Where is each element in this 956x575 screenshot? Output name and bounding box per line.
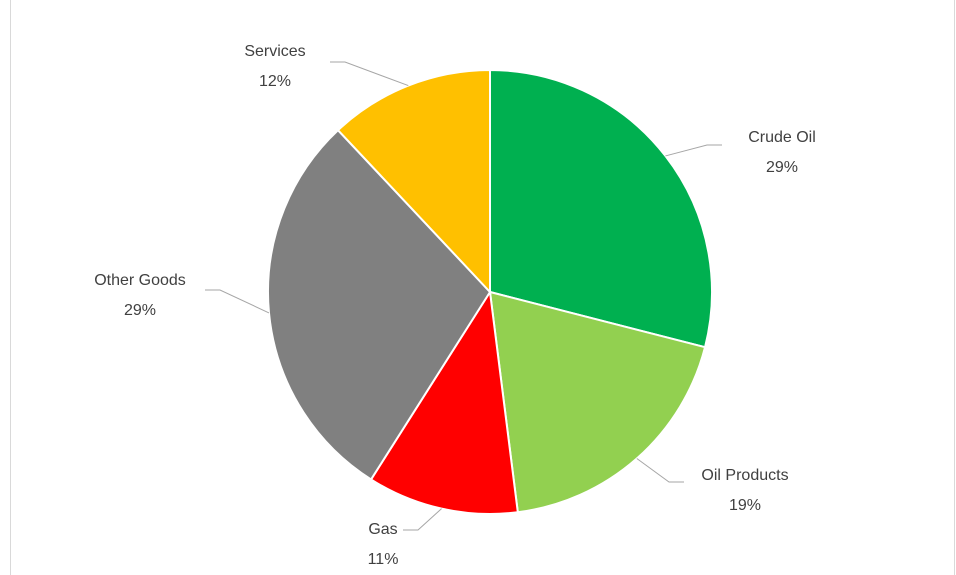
pie-slice bbox=[489, 68, 713, 349]
pie-slice bbox=[336, 68, 491, 295]
data-label-value: 12% bbox=[259, 73, 291, 90]
data-label-name: Oil Products bbox=[701, 467, 788, 484]
leader-line bbox=[403, 508, 442, 531]
data-label-name: Crude Oil bbox=[748, 129, 816, 146]
data-label-name: Other Goods bbox=[94, 272, 186, 289]
pie-slice bbox=[369, 289, 519, 515]
leader-line bbox=[636, 458, 684, 483]
data-label-value: 29% bbox=[766, 159, 798, 176]
data-label-value: 29% bbox=[124, 302, 156, 319]
pie-slice bbox=[267, 128, 492, 481]
pie-slice bbox=[488, 290, 707, 514]
data-label-name: Gas bbox=[368, 521, 397, 538]
leader-line bbox=[205, 289, 270, 314]
data-label-value: 19% bbox=[729, 497, 761, 514]
leader-line bbox=[330, 61, 409, 87]
data-label-name: Services bbox=[244, 43, 305, 60]
leader-line bbox=[665, 144, 722, 157]
data-label-value: 11% bbox=[368, 551, 399, 568]
